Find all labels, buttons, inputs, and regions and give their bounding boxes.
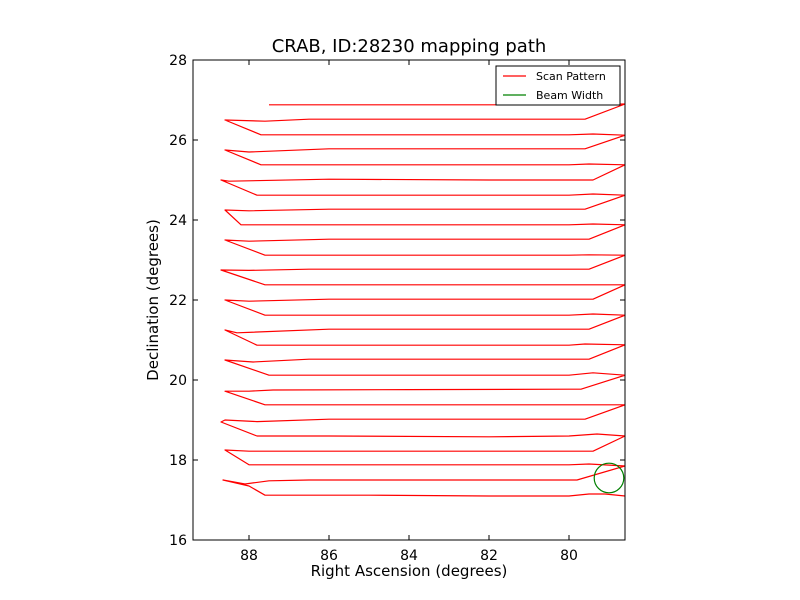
y-tick-label: 18	[169, 453, 187, 469]
y-tick-label: 20	[169, 373, 187, 389]
x-tick-label: 80	[560, 548, 578, 564]
y-tick-label: 22	[169, 293, 187, 309]
x-axis-label: Right Ascension (degrees)	[311, 562, 508, 580]
legend-label-beam-width: Beam Width	[536, 89, 603, 102]
series-line-scan-pattern	[220, 103, 625, 497]
x-tick-label: 82	[480, 548, 498, 564]
legend-box	[495, 65, 621, 106]
y-tick-label: 16	[169, 533, 187, 549]
x-tick-label: 86	[320, 548, 338, 564]
x-tick-label: 88	[240, 548, 258, 564]
chart-title: CRAB, ID:28230 mapping path	[272, 36, 547, 57]
y-axis-label: Declination (degrees)	[144, 219, 162, 381]
plot-area	[193, 60, 625, 540]
legend-label-scan-pattern: Scan Pattern	[536, 70, 606, 83]
y-tick-label: 24	[169, 213, 187, 229]
beam-width-circle	[593, 462, 625, 494]
x-tick-label: 84	[400, 548, 418, 564]
y-tick-label: 26	[169, 133, 187, 149]
y-tick-label: 28	[169, 53, 187, 69]
legend: Scan Pattern Beam Width	[495, 65, 621, 106]
